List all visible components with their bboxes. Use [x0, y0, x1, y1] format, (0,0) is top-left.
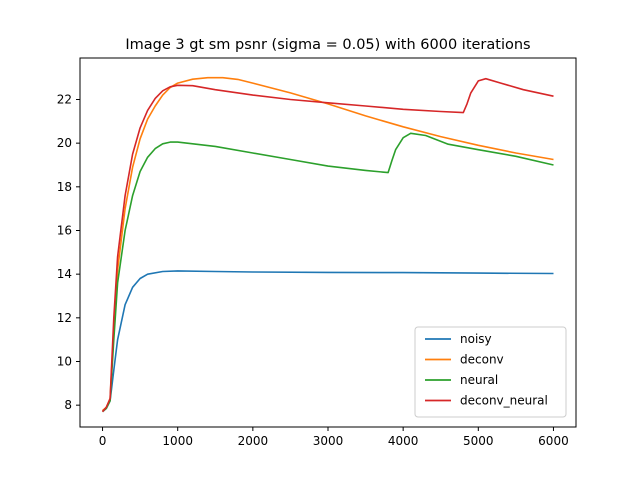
y-tick-label: 16: [57, 223, 72, 237]
legend: noisy deconv neural deconv_neural: [414, 326, 567, 418]
legend-label-noisy: noisy: [460, 332, 492, 346]
x-tick-label: 1000: [162, 434, 193, 448]
x-axis: 0 1000 2000 3000 4000 5000 6000: [99, 427, 569, 448]
series-line-noisy: [101, 270, 554, 413]
x-tick-label: 3000: [313, 434, 344, 448]
x-tick-label: 6000: [538, 434, 569, 448]
y-tick-label: 10: [57, 354, 72, 368]
legend-box: [414, 326, 567, 418]
y-tick-label: 18: [57, 180, 72, 194]
series-line-deconv: [101, 76, 554, 412]
y-tick-label: 22: [57, 92, 72, 106]
y-tick-label: 8: [64, 398, 72, 412]
series-line-neural: [101, 132, 554, 413]
series-line-deconv_neural: [101, 77, 554, 413]
legend-label-neural: neural: [460, 373, 498, 387]
x-tick-label: 0: [99, 434, 107, 448]
x-tick-label: 4000: [388, 434, 419, 448]
x-tick-label: 5000: [463, 434, 494, 448]
y-tick-label: 12: [57, 311, 72, 325]
chart-title: Image 3 gt sm psnr (sigma = 0.05) with 6…: [125, 37, 530, 53]
y-tick-label: 20: [57, 136, 72, 150]
series-layer: [101, 76, 554, 413]
legend-label-deconv: deconv: [460, 353, 504, 367]
y-tick-label: 14: [57, 267, 72, 281]
legend-label-deconv_neural: deconv_neural: [460, 394, 548, 408]
x-tick-label: 2000: [238, 434, 269, 448]
y-axis: 8 10 12 14 16 18 20 22: [57, 92, 80, 412]
